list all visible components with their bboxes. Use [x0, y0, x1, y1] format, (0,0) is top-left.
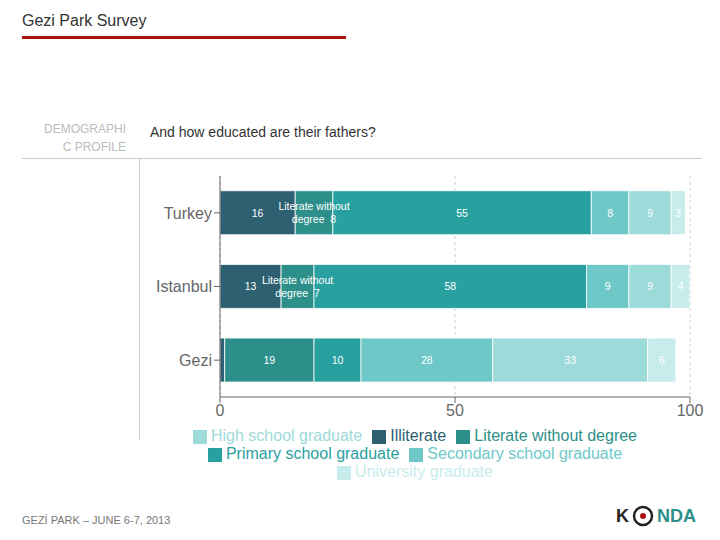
html-text:Secondary school graduate: Secondary school graduate [427, 445, 623, 462]
svg-text:4: 4 [678, 280, 684, 292]
svg-text:3: 3 [675, 207, 681, 219]
html-text:NDA: NDA [657, 505, 696, 526]
svg-text:19: 19 [264, 354, 276, 366]
svg-text:28: 28 [421, 354, 433, 366]
svg-text:9: 9 [647, 280, 653, 292]
svg-text:16: 16 [252, 207, 264, 219]
html-text:Primary school graduate: Primary school graduate [225, 445, 400, 462]
svg-text:Gezi: Gezi [179, 352, 212, 369]
svg-text:58: 58 [444, 280, 456, 292]
html-text:C PROFILE: C PROFILE [62, 140, 126, 154]
svg-text:33: 33 [564, 354, 576, 366]
svg-text:8: 8 [607, 207, 613, 219]
svg-text:Literate withoutdegree 8: Literate withoutdegree 8 [278, 200, 349, 225]
html-text:K: K [616, 505, 629, 526]
html-text:Illiterate: Illiterate [390, 427, 447, 444]
svg-text:55: 55 [456, 207, 468, 219]
html-text:Gezi Park Survey: Gezi Park Survey [22, 12, 147, 29]
html-text:GEZİ PARK – JUNE 6-7, 2013: GEZİ PARK – JUNE 6-7, 2013 [22, 514, 171, 526]
svg-text:9: 9 [647, 207, 653, 219]
html-text:Literate without degree: Literate without degree [474, 427, 637, 444]
svg-text:9: 9 [605, 280, 611, 292]
svg-text:50: 50 [446, 402, 464, 419]
html-text:University graduate: University graduate [355, 463, 493, 480]
svg-text:10: 10 [332, 354, 344, 366]
svg-text:0: 0 [216, 402, 225, 419]
svg-text:13: 13 [245, 280, 257, 292]
svg-text:Literate withoutdegree 7: Literate withoutdegree 7 [262, 274, 333, 299]
svg-text:6: 6 [659, 354, 665, 366]
svg-text:Turkey: Turkey [164, 205, 212, 222]
html-text:DEMOGRAPHI: DEMOGRAPHI [44, 122, 126, 136]
svg-text:Istanbul: Istanbul [156, 278, 212, 295]
html-text:High school graduate: High school graduate [211, 427, 363, 444]
html-text:And how educated are their fat: And how educated are their fathers? [150, 124, 376, 140]
svg-text:100: 100 [677, 402, 704, 419]
